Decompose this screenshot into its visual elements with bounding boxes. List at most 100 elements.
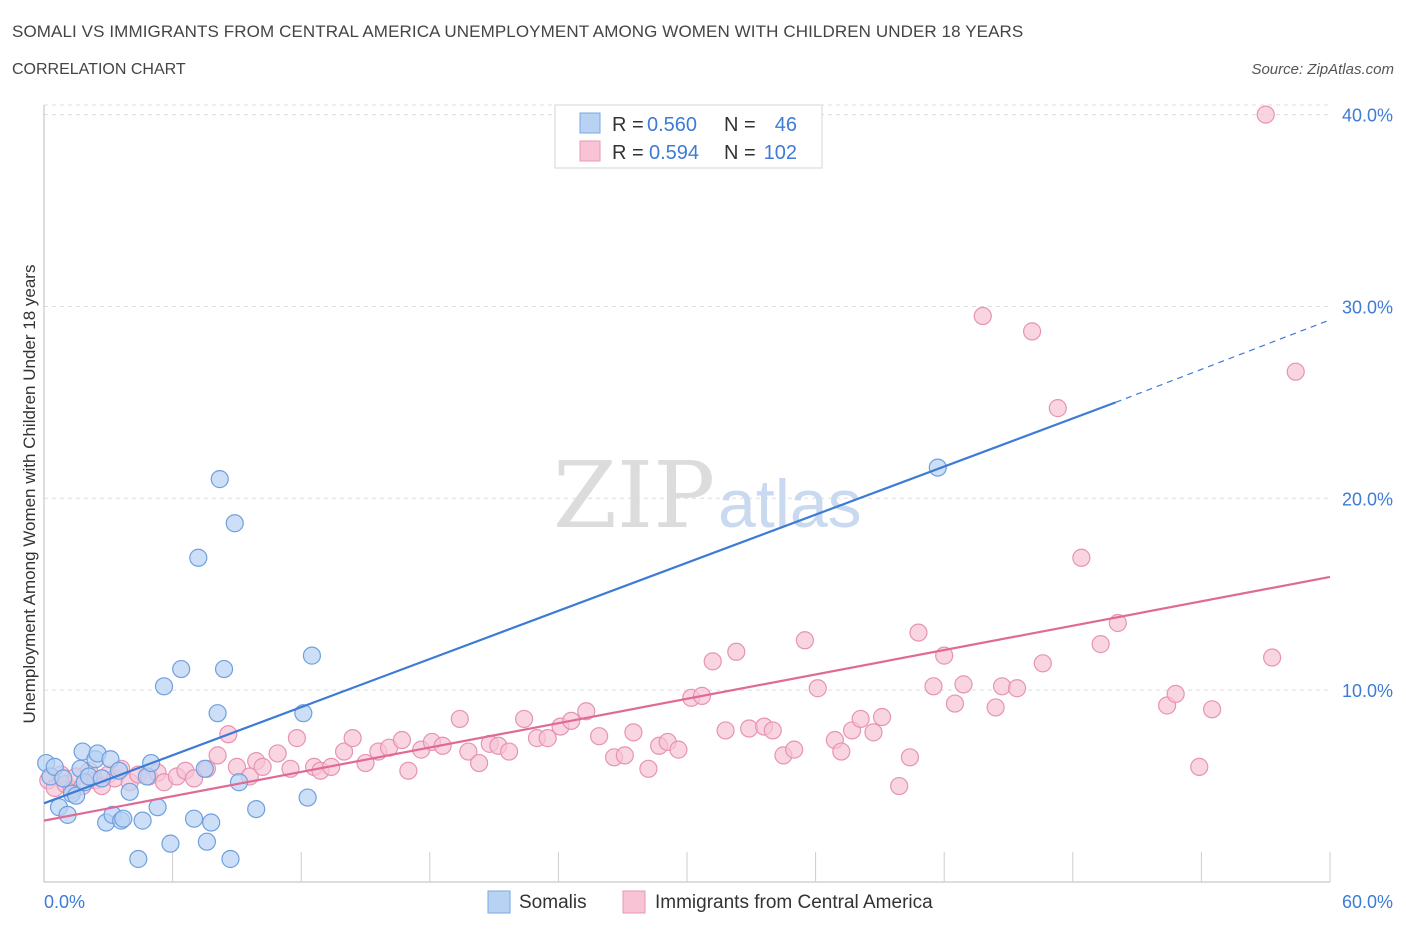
somalis-point (189, 548, 208, 567)
central-america-point (832, 742, 851, 761)
bottom-legend-label-somalis: Somalis (519, 892, 587, 913)
x-axis-ticks (172, 852, 1331, 882)
central-america-point (973, 306, 992, 326)
central-america-point (268, 744, 287, 763)
central-america-point (1091, 635, 1110, 654)
central-america-point (1033, 654, 1052, 673)
central-america-point (795, 631, 814, 650)
central-america-point (851, 709, 870, 729)
central-america-point (450, 709, 469, 729)
central-america-point (208, 746, 227, 765)
series-somalis-points (37, 458, 947, 869)
x-tick-label-min: 0.0% (44, 892, 85, 912)
somalis-point (109, 761, 129, 780)
somalis-point (172, 659, 191, 679)
legend-n-value-somalis: 46 (775, 114, 797, 136)
y-tick-label: 10.0% (1342, 681, 1393, 701)
x-tick-label-max: 60.0% (1342, 892, 1393, 912)
watermark-atlas: atlas (718, 466, 862, 542)
central-america-point (639, 759, 658, 778)
somalis-point (129, 849, 148, 869)
central-america-point (459, 742, 478, 761)
central-america-point (992, 677, 1012, 696)
central-america-point (763, 721, 782, 740)
legend-n-label-somalis: N = (724, 114, 756, 136)
somalis-point (195, 759, 214, 778)
central-america-point (615, 746, 634, 765)
central-america-point (740, 719, 759, 738)
central-america-point (392, 730, 412, 750)
somalis-point (208, 704, 227, 723)
central-america-point (900, 748, 920, 767)
central-america-point (590, 727, 609, 746)
somalis-point (225, 514, 244, 533)
somalis-point (210, 470, 229, 489)
watermark-zip: ZIP (553, 442, 715, 549)
central-america-point (538, 729, 557, 748)
bottom-legend-label-central-america: Immigrants from Central America (655, 892, 933, 913)
stats-legend: R = 0.560 N = 46 R = 0.594 N = 102 (554, 104, 823, 169)
gridlines (44, 104, 1330, 691)
watermark: ZIP atlas (553, 442, 862, 549)
legend-r-label-central-america: R = (612, 142, 644, 164)
central-america-point (945, 694, 965, 713)
central-america-point (624, 723, 643, 742)
legend-r-value-central-america: 0.594 (649, 142, 699, 164)
legend-n-label-central-america: N = (724, 142, 756, 164)
central-america-point (399, 761, 418, 780)
legend-n-value-central-america: 102 (764, 142, 797, 164)
somalis-point (120, 782, 139, 801)
central-america-point (727, 642, 746, 661)
somalis-point (67, 786, 86, 805)
y-tick-label: 40.0% (1342, 106, 1393, 126)
central-america-point (986, 698, 1005, 717)
central-america-point (1256, 105, 1275, 124)
series-central-america-points (39, 105, 1305, 800)
trend-lines (43, 319, 1331, 822)
bottom-legend-swatch-central-america (622, 890, 646, 914)
central-america-point (808, 679, 827, 698)
central-america-point (287, 729, 307, 748)
central-america-trend-line (43, 575, 1331, 822)
central-america-point (890, 776, 909, 796)
somalis-point (298, 788, 317, 807)
somalis-trend-line (43, 401, 1117, 805)
legend-r-value-somalis: 0.560 (647, 114, 697, 136)
series-legend: Somalis Immigrants from Central America (487, 890, 933, 914)
central-america-point (334, 742, 354, 761)
central-america-point (1166, 684, 1185, 704)
chart-title: SOMALI VS IMMIGRANTS FROM CENTRAL AMERIC… (12, 22, 1024, 41)
somalis-point (133, 811, 152, 830)
central-america-point (1022, 322, 1042, 341)
legend-r-label-somalis: R = (612, 114, 644, 136)
central-america-point (954, 675, 973, 694)
somalis-point (161, 834, 180, 853)
bottom-legend-swatch-somalis (487, 890, 511, 914)
central-america-point (864, 723, 883, 742)
somalis-point (247, 799, 266, 819)
central-america-point (1263, 648, 1282, 667)
central-america-point (500, 742, 519, 761)
central-america-point (1007, 679, 1027, 698)
somalis-point (197, 832, 216, 851)
somalis-point (221, 849, 240, 869)
central-america-point (469, 753, 489, 773)
central-america-point (1072, 548, 1091, 567)
somalis-point (214, 659, 234, 679)
y-axis-title: Unemployment Among Women with Children U… (20, 265, 39, 724)
somalis-point (928, 458, 947, 477)
somalis-point (302, 646, 322, 665)
y-tick-label: 30.0% (1342, 297, 1393, 317)
legend-swatch-somalis (579, 112, 601, 134)
chart-subtitle: CORRELATION CHART (12, 61, 186, 78)
central-america-point (1048, 399, 1067, 418)
legend-swatch-central-america (579, 140, 601, 162)
central-america-point (1203, 700, 1222, 719)
central-america-point (253, 757, 272, 776)
source-label: Source: ZipAtlas.com (1251, 61, 1394, 78)
central-america-point (703, 652, 722, 671)
somalis-point (114, 809, 133, 828)
somalis-point (184, 809, 204, 828)
central-america-point (1286, 362, 1305, 381)
